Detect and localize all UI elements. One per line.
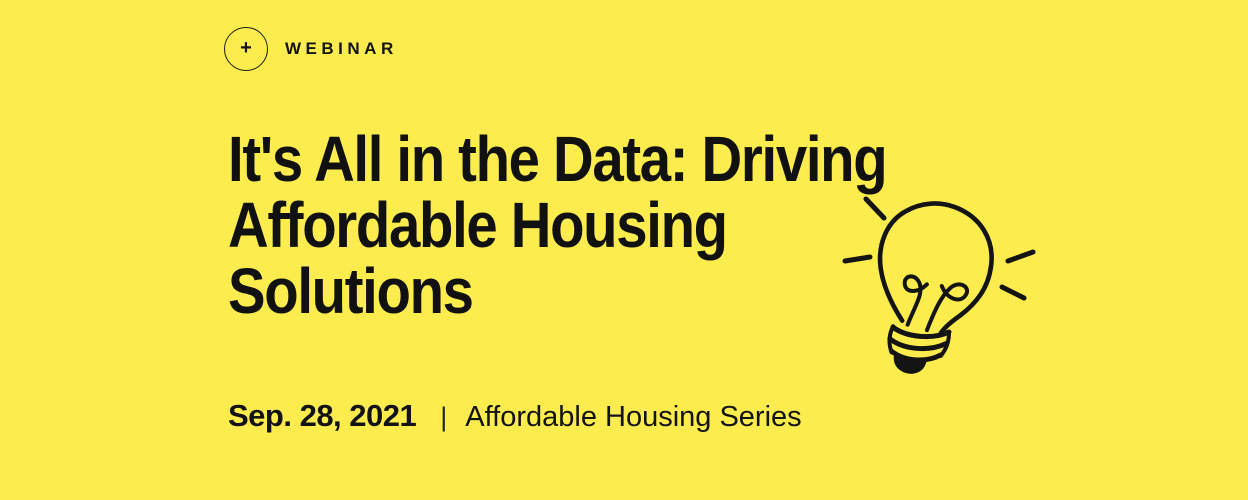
separator-bar: | bbox=[440, 402, 448, 432]
webinar-label: WEBINAR bbox=[285, 39, 398, 58]
title-line-3: Solutions bbox=[228, 255, 474, 327]
title-line-1: It's All in the Data: Driving bbox=[228, 123, 888, 195]
lightbulb-body bbox=[877, 201, 994, 374]
event-date: Sep. 28, 2021 bbox=[228, 398, 417, 433]
webinar-badge: + WEBINAR bbox=[224, 27, 398, 71]
event-meta: Sep. 28, 2021 | Affordable Housing Serie… bbox=[228, 398, 802, 434]
page-title: It's All in the Data: Driving Affordable… bbox=[228, 123, 888, 327]
lightbulb-rays bbox=[842, 196, 1036, 301]
series-name: Affordable Housing Series bbox=[465, 401, 802, 433]
lightbulb-doodle-icon bbox=[842, 196, 1036, 374]
plus-icon: + bbox=[240, 37, 252, 59]
plus-circle-icon: + bbox=[224, 27, 268, 71]
title-line-2: Affordable Housing bbox=[228, 189, 728, 261]
